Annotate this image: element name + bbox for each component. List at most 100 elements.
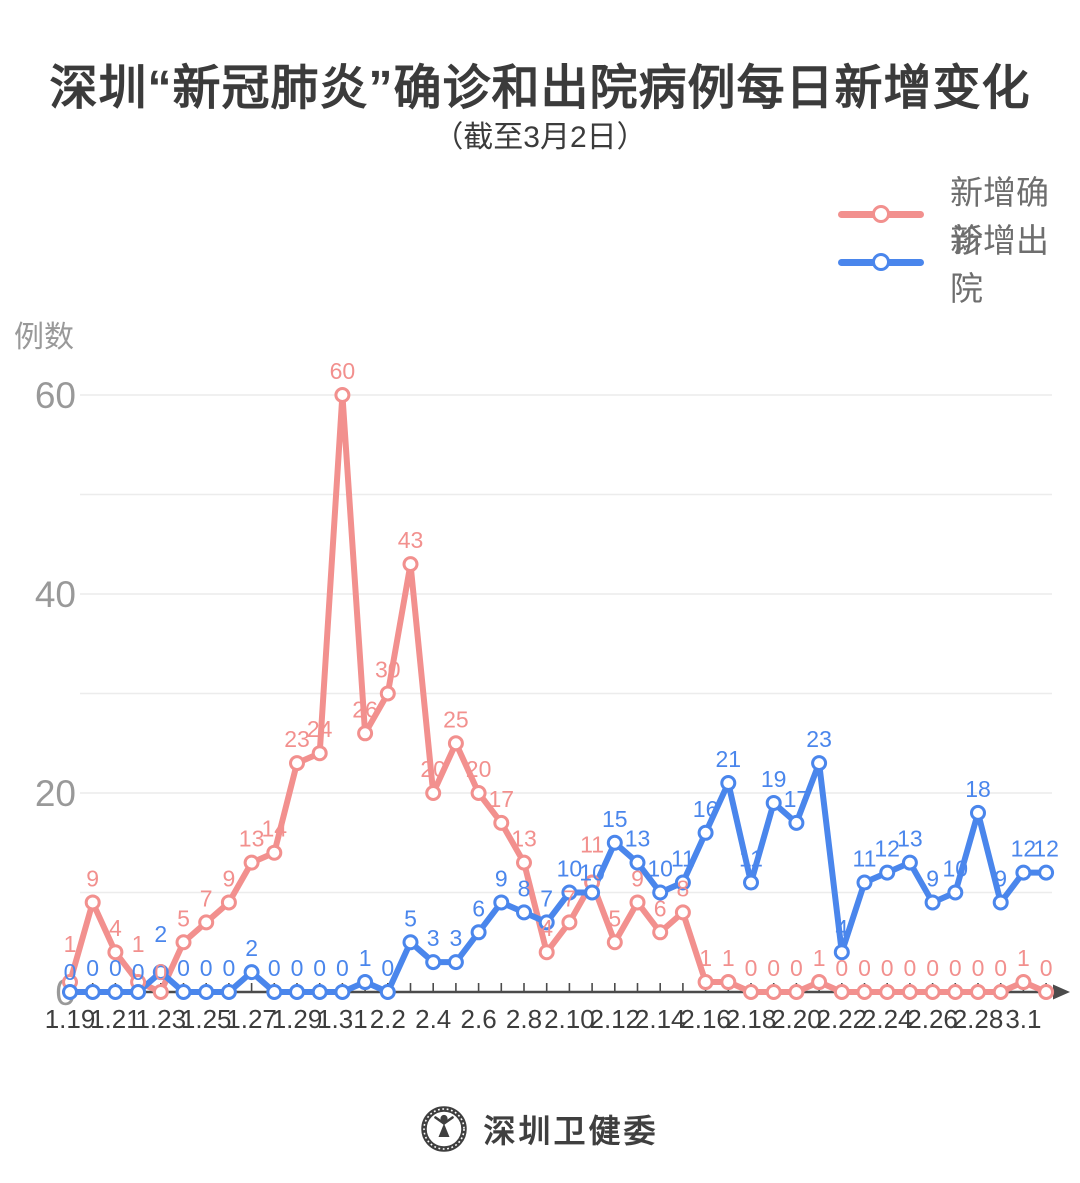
chart-title: 深圳“新冠肺炎”确诊和出院病例每日新增变化 bbox=[49, 62, 1031, 115]
confirmed-point-label: 24 bbox=[307, 716, 333, 742]
discharged-point-label: 16 bbox=[693, 796, 719, 822]
confirmed-point-label: 0 bbox=[949, 955, 962, 981]
confirmed-point-label: 1 bbox=[813, 945, 826, 971]
confirmed-point-label: 60 bbox=[330, 358, 356, 384]
x-axis-tick-label: 2.12 bbox=[589, 1004, 640, 1034]
discharged-point-marker bbox=[743, 874, 759, 891]
confirmed-point-label: 9 bbox=[223, 865, 236, 891]
discharged-point-marker bbox=[357, 974, 374, 991]
confirmed-point-label: 20 bbox=[466, 756, 492, 782]
x-axis-tick-label: 1.19 bbox=[45, 1004, 96, 1034]
confirmed-point-label: 7 bbox=[200, 885, 213, 911]
confirmed-point-label: 0 bbox=[835, 955, 848, 981]
confirmed-point-label: 13 bbox=[511, 826, 537, 852]
confirmed-point-label: 8 bbox=[677, 875, 690, 901]
confirmed-point-marker bbox=[561, 914, 578, 931]
discharged-point-marker bbox=[289, 984, 305, 1000]
discharged-point-marker bbox=[62, 984, 78, 1000]
confirmed-point-marker bbox=[334, 387, 351, 403]
discharged-point-marker bbox=[879, 864, 896, 881]
confirmed-point-label: 5 bbox=[177, 905, 190, 931]
x-axis-arrow-icon bbox=[1053, 984, 1070, 1000]
discharged-point-marker bbox=[198, 984, 215, 1000]
confirmed-point-label: 0 bbox=[881, 955, 894, 981]
confirmed-point-marker bbox=[924, 984, 941, 1000]
x-axis-tick-label: 2.22 bbox=[816, 1004, 867, 1034]
confirmed-point-marker bbox=[470, 785, 487, 801]
discharged-point-label: 9 bbox=[994, 865, 1007, 891]
discharged-point-marker bbox=[901, 854, 918, 871]
confirmed-point-marker bbox=[220, 894, 237, 911]
confirmed-point-label: 4 bbox=[540, 915, 553, 941]
x-axis-tick-label: 1.29 bbox=[272, 1004, 323, 1034]
x-axis-tick-label: 1.23 bbox=[135, 1004, 186, 1034]
discharged-point-marker bbox=[107, 984, 124, 1000]
confirmed-point-label: 0 bbox=[154, 959, 167, 985]
discharged-point-marker bbox=[629, 854, 646, 871]
discharged-point-label: 21 bbox=[716, 746, 742, 772]
discharged-point-marker bbox=[538, 914, 555, 931]
confirmed-point-marker bbox=[811, 974, 828, 991]
discharged-point-label: 11 bbox=[671, 846, 695, 872]
discharged-point-label: 10 bbox=[647, 856, 673, 882]
discharged-point-marker bbox=[561, 884, 578, 901]
confirmed-point-marker bbox=[1015, 974, 1032, 991]
confirmed-marker-icon bbox=[872, 205, 890, 223]
confirmed-point-label: 0 bbox=[926, 955, 939, 981]
confirmed-point-marker bbox=[447, 735, 464, 752]
confirmed-point-label: 1 bbox=[132, 931, 145, 957]
discharged-point-label: 0 bbox=[86, 955, 99, 981]
x-axis-tick-label: 1.21 bbox=[90, 1004, 141, 1034]
legend-label-confirmed: 新增确诊 bbox=[950, 174, 1049, 259]
discharged-point-label: 3 bbox=[450, 925, 463, 951]
discharged-point-marker bbox=[130, 984, 147, 1000]
confirmed-point-marker bbox=[856, 984, 873, 1000]
y-axis-title: 例数 bbox=[14, 321, 74, 354]
confirmed-point-marker bbox=[765, 984, 782, 1000]
discharged-point-marker bbox=[447, 954, 464, 971]
confirmed-point-marker bbox=[970, 984, 986, 1000]
discharged-point-label: 11 bbox=[739, 846, 763, 872]
discharged-point-label: 8 bbox=[518, 875, 531, 901]
discharged-point-marker bbox=[493, 894, 510, 911]
discharged-point-marker bbox=[1015, 864, 1032, 881]
discharged-point-marker bbox=[856, 874, 873, 891]
discharged-point-marker bbox=[516, 904, 532, 921]
confirmed-point-label: 43 bbox=[398, 527, 424, 553]
x-axis-tick-label: 2.16 bbox=[680, 1004, 731, 1034]
chart-subtitle: （截至3月2日） bbox=[433, 121, 647, 154]
confirmed-point-marker bbox=[788, 984, 805, 1000]
confirmed-point-label: 0 bbox=[790, 955, 803, 981]
discharged-point-marker bbox=[175, 984, 192, 1000]
discharged-point-label: 0 bbox=[336, 955, 349, 981]
discharged-point-marker bbox=[266, 984, 283, 1000]
discharged-point-marker bbox=[833, 944, 850, 961]
confirmed-point-marker bbox=[674, 904, 691, 921]
discharged-point-label: 2 bbox=[245, 935, 258, 961]
x-axis-tick-label: 3.1 bbox=[1005, 1004, 1041, 1034]
discharged-point-label: 1 bbox=[359, 945, 372, 971]
confirmed-point-label: 1 bbox=[1017, 945, 1030, 971]
discharged-point-label: 0 bbox=[313, 955, 326, 981]
discharged-point-marker bbox=[220, 984, 237, 1000]
confirmed-line-swatch bbox=[838, 205, 924, 223]
discharged-point-label: 18 bbox=[965, 776, 991, 802]
confirmed-point-marker bbox=[516, 854, 532, 871]
discharged-point-marker bbox=[1038, 864, 1055, 881]
confirmed-point-label: 1 bbox=[64, 931, 77, 957]
confirmed-point-label: 25 bbox=[443, 706, 469, 732]
discharged-point-marker bbox=[379, 984, 396, 1000]
confirmed-point-label: 20 bbox=[420, 756, 446, 782]
discharged-point-marker bbox=[674, 874, 691, 891]
discharged-point-label: 0 bbox=[132, 959, 145, 985]
discharged-point-marker bbox=[311, 984, 328, 1000]
discharged-point-label: 0 bbox=[64, 959, 77, 985]
discharged-point-label: 10 bbox=[943, 856, 969, 882]
discharged-point-marker bbox=[788, 814, 805, 831]
discharged-point-label: 7 bbox=[540, 885, 553, 911]
discharged-point-marker bbox=[720, 775, 737, 792]
confirmed-point-label: 0 bbox=[767, 955, 780, 981]
x-axis-tick-label: 2.18 bbox=[726, 1004, 777, 1034]
confirmed-point-marker bbox=[743, 984, 759, 1000]
